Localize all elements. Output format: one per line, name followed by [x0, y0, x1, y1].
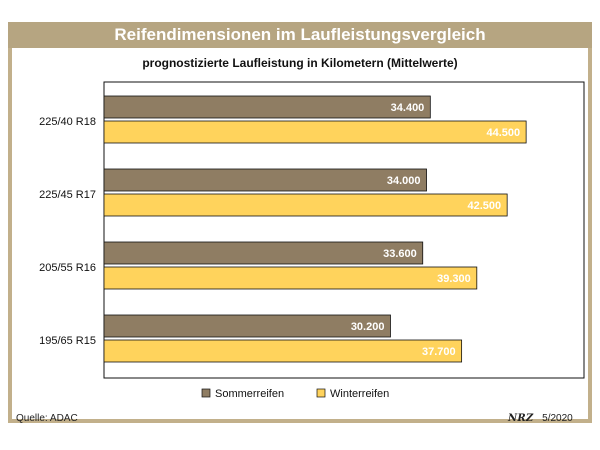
category-label: 205/55 R16	[39, 262, 96, 274]
chart-subtitle: prognostizierte Laufleistung in Kilomete…	[142, 56, 458, 70]
legend-swatch	[201, 388, 211, 398]
bar-sommerreifen-3	[103, 314, 391, 338]
bar-winterreifen-3	[103, 339, 463, 363]
bar-sommerreifen-1	[103, 168, 427, 192]
category-label: 225/40 R18	[39, 116, 96, 128]
bars-layer	[103, 95, 527, 363]
bar-value-label: 34.000	[387, 175, 421, 187]
bar-value-label: 30.200	[351, 321, 385, 333]
legend-item-sommerreifen: Sommerreifen	[201, 388, 284, 400]
category-label: 195/65 R15	[39, 335, 96, 347]
publisher-logo: NRZ	[508, 413, 534, 424]
bar-value-label: 37.700	[422, 346, 456, 358]
title-bar	[8, 22, 592, 48]
bar-sommerreifen-2	[103, 241, 424, 265]
chart-title: Reifendimensionen im Laufleistungsvergle…	[114, 25, 486, 44]
bar-value-label: 42.500	[468, 200, 502, 212]
legend-item-winterreifen: Winterreifen	[316, 388, 389, 400]
bar-winterreifen-2	[103, 266, 478, 290]
bar-value-label: 39.300	[437, 273, 471, 285]
bar-value-label: 44.500	[486, 127, 520, 139]
bar-value-label: 33.600	[383, 248, 417, 260]
bar-value-label: 34.400	[391, 102, 425, 114]
credit: NRZ 5/2020	[508, 412, 586, 426]
category-labels-layer: 225/40 R18 225/45 R17 205/55 R16 195/65 R15	[39, 116, 96, 347]
bar-winterreifen-0	[103, 120, 527, 144]
legend: Sommerreifen Winterreifen	[201, 388, 389, 400]
legend-swatch	[316, 388, 326, 398]
legend-label: Winterreifen	[330, 388, 389, 400]
category-label: 225/45 R17	[39, 189, 96, 201]
value-labels-layer: 34.400 44.500 34.000 42.500 33.600 39.300 30.2…	[351, 102, 520, 358]
legend-label: Sommerreifen	[215, 388, 284, 400]
publication-date: 5/2020	[542, 413, 573, 424]
bar-sommerreifen-0	[103, 95, 431, 119]
bar-winterreifen-1	[103, 193, 508, 217]
source-note: Quelle: ADAC	[16, 413, 78, 424]
